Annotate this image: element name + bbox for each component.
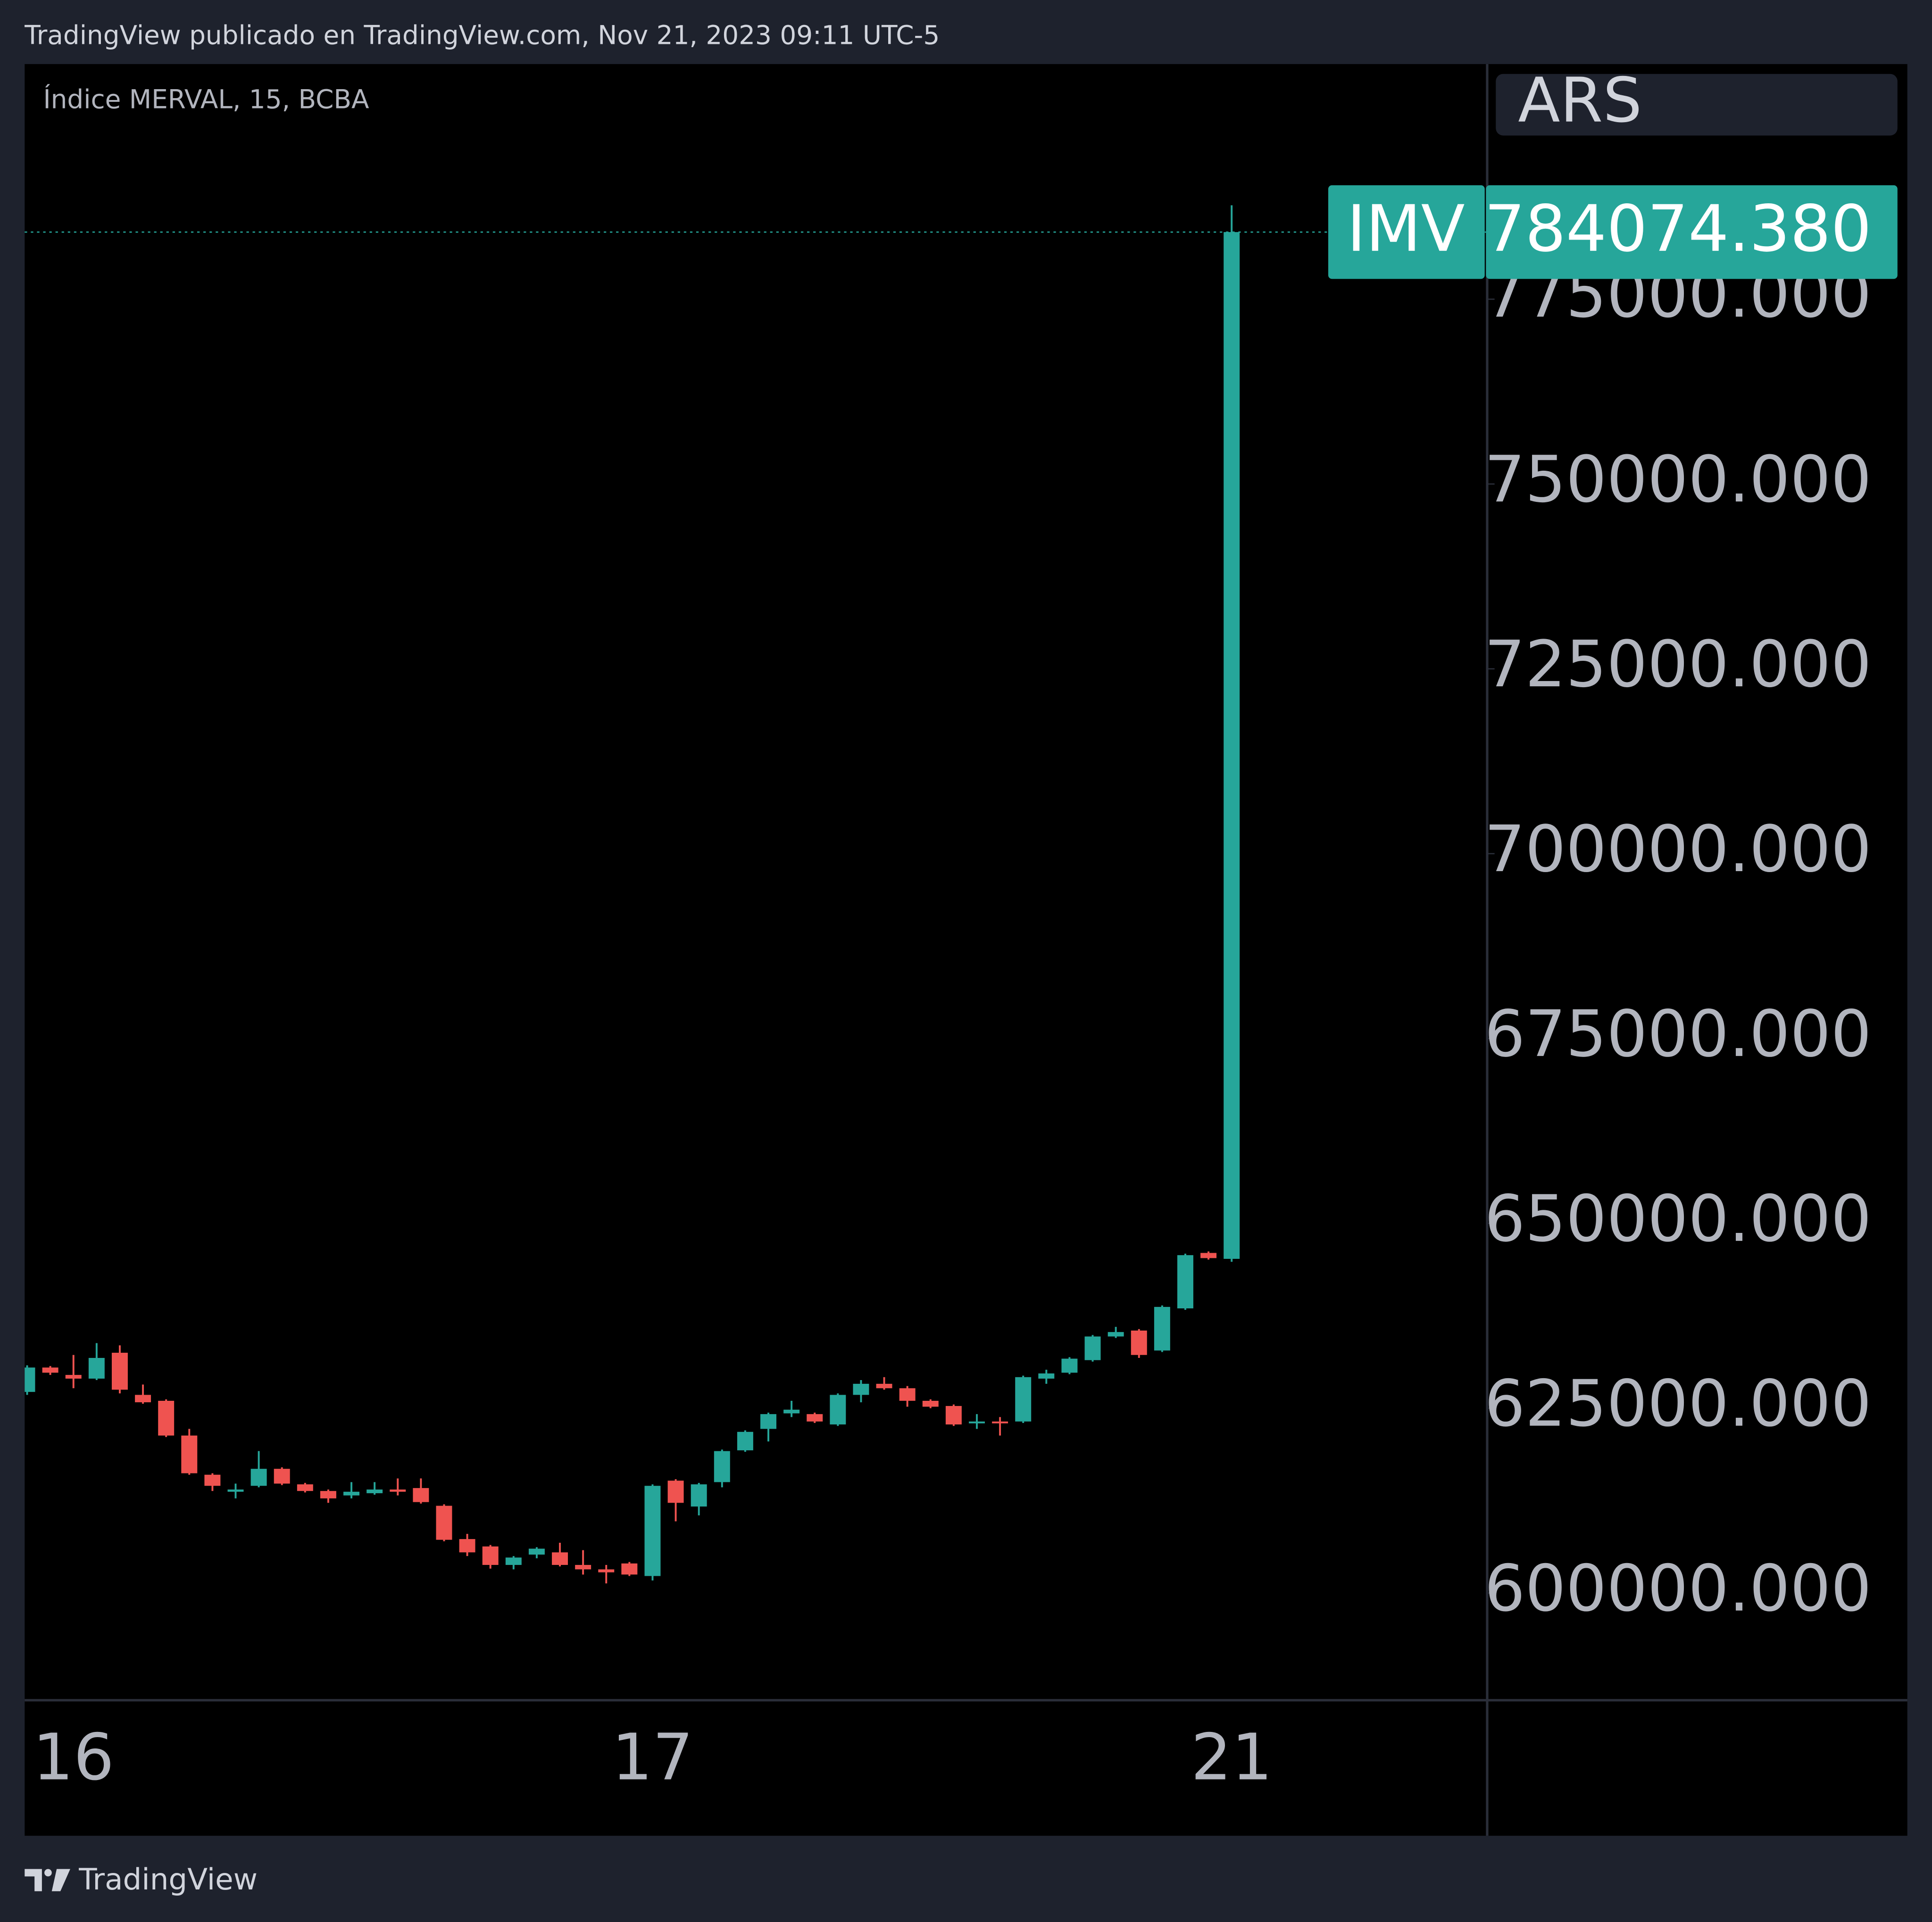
candle-body xyxy=(459,1539,475,1553)
candle-body xyxy=(691,1484,707,1507)
y-tick-label: 725000.000 xyxy=(1484,627,1872,702)
candle-body xyxy=(528,1548,545,1555)
header: TradingView publicado en TradingView.com… xyxy=(24,20,940,50)
symbol-box xyxy=(1328,185,1485,279)
candle-body xyxy=(830,1395,846,1425)
footer-brand[interactable]: TradingView xyxy=(78,1862,258,1897)
candle-body xyxy=(88,1358,105,1379)
candle-body xyxy=(343,1491,360,1496)
candle-body xyxy=(158,1400,175,1436)
candle-body xyxy=(575,1564,591,1570)
candle-body xyxy=(598,1569,615,1573)
candle-body xyxy=(297,1484,313,1491)
candle-body xyxy=(876,1383,892,1389)
axes: 600000.000 625000.000 650000.000 675000.000… xyxy=(33,258,1872,1795)
candle-body xyxy=(135,1395,151,1403)
candle-body xyxy=(1131,1331,1147,1355)
price-marker: IMV 784074.380 xyxy=(25,185,1898,279)
y-tick-label: 650000.000 xyxy=(1484,1182,1872,1256)
candle-body xyxy=(250,1469,267,1486)
candle-body xyxy=(413,1488,429,1502)
y-tick-label: 600000.000 xyxy=(1484,1552,1872,1626)
currency[interactable]: ARS xyxy=(1518,65,1642,136)
candle-body xyxy=(992,1421,1008,1423)
footer-logo[interactable] xyxy=(25,1869,70,1891)
candle-body xyxy=(181,1435,198,1473)
candle-body xyxy=(714,1451,730,1482)
candle-body xyxy=(436,1506,452,1540)
candle-body xyxy=(1108,1332,1124,1337)
candle-body xyxy=(1084,1336,1101,1360)
y-tick-label: 675000.000 xyxy=(1484,997,1872,1072)
candle-body xyxy=(227,1489,244,1492)
candle-body xyxy=(853,1383,869,1395)
price-box xyxy=(1486,185,1898,279)
chart-title: Índice MERVAL, 15, BCBA xyxy=(43,83,369,114)
candle-body xyxy=(1224,232,1240,1259)
candle-body xyxy=(1038,1373,1055,1379)
candle-body xyxy=(760,1414,776,1429)
candle-body xyxy=(922,1400,939,1407)
y-tick-label: 700000.000 xyxy=(1484,812,1872,887)
candle-body xyxy=(111,1353,128,1390)
candle-body xyxy=(621,1563,638,1575)
candle-body xyxy=(366,1489,383,1493)
candle-body xyxy=(1177,1255,1193,1309)
candle-body xyxy=(25,1367,35,1392)
currency-box[interactable] xyxy=(1496,74,1898,136)
candle-body xyxy=(807,1414,823,1422)
plot-area xyxy=(25,205,1240,1584)
candle-body xyxy=(1015,1377,1032,1422)
candle-body xyxy=(274,1469,290,1484)
candle-body xyxy=(390,1489,406,1492)
candle-body xyxy=(42,1367,58,1373)
symbol-label: IMV xyxy=(1347,192,1465,266)
candle-body xyxy=(65,1375,82,1379)
last-price-label: 784074.380 xyxy=(1484,192,1872,266)
candle-body xyxy=(644,1486,661,1576)
candle-body xyxy=(1154,1306,1170,1351)
candle-body xyxy=(482,1546,499,1565)
candle-body xyxy=(969,1421,985,1423)
x-tick-label: 21 xyxy=(1191,1721,1273,1795)
candle-body xyxy=(552,1552,568,1565)
candle-body xyxy=(737,1431,753,1450)
candle-body xyxy=(667,1481,684,1503)
y-tick-label: 750000.000 xyxy=(1484,442,1872,517)
candle-body xyxy=(320,1491,336,1498)
candle-body xyxy=(945,1406,962,1425)
x-tick-label: 16 xyxy=(33,1721,114,1795)
chart-background xyxy=(25,64,1907,1836)
y-tick-label: 625000.000 xyxy=(1484,1367,1872,1441)
candle-body xyxy=(1061,1358,1078,1373)
x-tick-label: 17 xyxy=(612,1721,693,1795)
candle-body xyxy=(899,1388,916,1401)
candle-body xyxy=(204,1474,221,1486)
candle-body xyxy=(1200,1253,1217,1258)
candle-body xyxy=(505,1557,522,1565)
candle-body xyxy=(783,1409,800,1414)
